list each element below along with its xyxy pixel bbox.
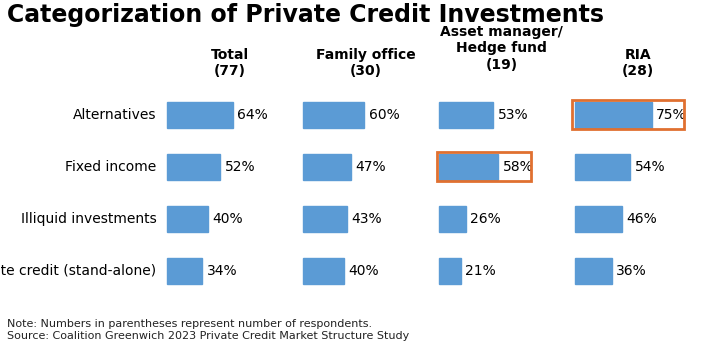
Text: 34%: 34% — [207, 264, 237, 278]
Bar — [303, 102, 364, 128]
Text: 40%: 40% — [348, 264, 379, 278]
Bar — [168, 258, 202, 284]
Text: Asset manager/
Hedge fund
(19): Asset manager/ Hedge fund (19) — [441, 25, 563, 72]
Text: RIA
(28): RIA (28) — [621, 48, 654, 78]
Bar — [575, 258, 612, 284]
Bar — [575, 102, 652, 128]
Text: 52%: 52% — [225, 160, 256, 174]
Text: Categorization of Private Credit Investments: Categorization of Private Credit Investm… — [7, 3, 604, 27]
Text: 43%: 43% — [351, 212, 382, 226]
Bar — [439, 206, 466, 232]
Text: 46%: 46% — [626, 212, 657, 226]
Bar — [436, 152, 531, 181]
Bar — [303, 206, 347, 232]
Text: Family office
(30): Family office (30) — [316, 48, 415, 78]
Text: 21%: 21% — [465, 264, 496, 278]
Text: 40%: 40% — [212, 212, 243, 226]
Bar — [439, 154, 498, 180]
Bar — [168, 206, 208, 232]
Bar — [168, 102, 233, 128]
Text: 58%: 58% — [503, 160, 534, 174]
Bar — [303, 258, 344, 284]
Text: Note: Numbers in parentheses represent number of respondents.
Source: Coalition : Note: Numbers in parentheses represent n… — [7, 320, 410, 341]
Text: Alternatives: Alternatives — [73, 108, 156, 122]
Text: Illiquid investments: Illiquid investments — [21, 212, 156, 226]
Text: 60%: 60% — [369, 108, 400, 122]
Text: 53%: 53% — [498, 108, 528, 122]
Text: 64%: 64% — [237, 108, 268, 122]
Text: Fixed income: Fixed income — [66, 160, 156, 174]
Text: 47%: 47% — [356, 160, 386, 174]
Bar — [303, 154, 351, 180]
Bar — [572, 100, 684, 129]
Text: 54%: 54% — [634, 160, 665, 174]
Text: 75%: 75% — [656, 108, 687, 122]
Bar — [439, 258, 461, 284]
Bar — [439, 102, 493, 128]
Text: Total
(77): Total (77) — [211, 48, 249, 78]
Bar — [168, 154, 220, 180]
Text: 26%: 26% — [470, 212, 501, 226]
Bar — [575, 206, 622, 232]
Text: Private credit (stand-alone): Private credit (stand-alone) — [0, 264, 156, 278]
Text: 36%: 36% — [616, 264, 647, 278]
Bar — [575, 154, 630, 180]
